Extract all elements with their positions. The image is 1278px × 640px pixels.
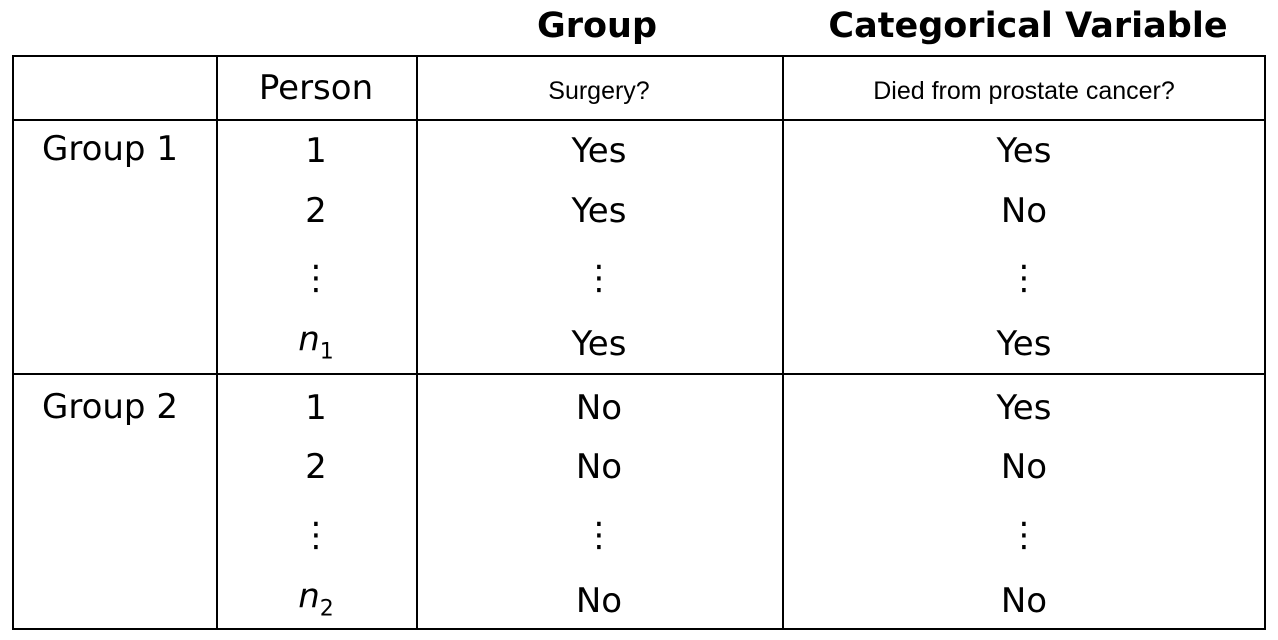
surgery-cell: Yes <box>571 191 627 231</box>
surgery-cell: No <box>575 388 623 428</box>
column-divider <box>216 57 218 628</box>
person-cell: 2 <box>305 191 327 231</box>
died-cell: Yes <box>996 324 1052 364</box>
person-subscript-base: n <box>298 576 320 617</box>
group-heading: Group <box>536 6 658 46</box>
surgery-cell: Yes <box>571 324 627 364</box>
person-subscript: 2 <box>319 596 334 622</box>
column-divider <box>782 57 784 628</box>
died-cell: Yes <box>996 131 1052 171</box>
person-cell: 2 <box>305 447 327 487</box>
group-label: Group 2 <box>42 387 178 427</box>
person-subscript: 1 <box>319 339 334 365</box>
died-cell: Yes <box>996 388 1052 428</box>
died-cell: No <box>1000 447 1048 487</box>
ellipsis-cell: ⋮ <box>582 258 616 298</box>
died-cell: No <box>1000 191 1048 231</box>
ellipsis-cell: ⋮ <box>582 515 616 555</box>
group-divider <box>14 373 1264 375</box>
person-cell: n1 <box>298 320 334 373</box>
person-cell: n2 <box>298 577 334 630</box>
ellipsis-cell: ⋮ <box>299 515 333 555</box>
data-table: Person Surgery? Died from prostate cance… <box>12 55 1266 630</box>
surgery-cell: No <box>575 581 623 621</box>
ellipsis-cell: ⋮ <box>1007 258 1041 298</box>
categorical-variable-heading: Categorical Variable <box>828 6 1228 46</box>
group-label: Group 1 <box>42 129 178 169</box>
ellipsis-cell: ⋮ <box>1007 515 1041 555</box>
ellipsis-cell: ⋮ <box>299 258 333 298</box>
person-cell: 1 <box>305 131 327 171</box>
person-cell: 1 <box>305 388 327 428</box>
header-divider <box>14 119 1264 121</box>
died-cell: No <box>1000 581 1048 621</box>
header-person: Person <box>258 68 374 108</box>
header-surgery: Surgery? <box>548 77 650 105</box>
person-subscript-base: n <box>298 319 320 360</box>
header-died: Died from prostate cancer? <box>873 77 1175 105</box>
surgery-cell: Yes <box>571 131 627 171</box>
column-divider <box>416 57 418 628</box>
surgery-cell: No <box>575 447 623 487</box>
